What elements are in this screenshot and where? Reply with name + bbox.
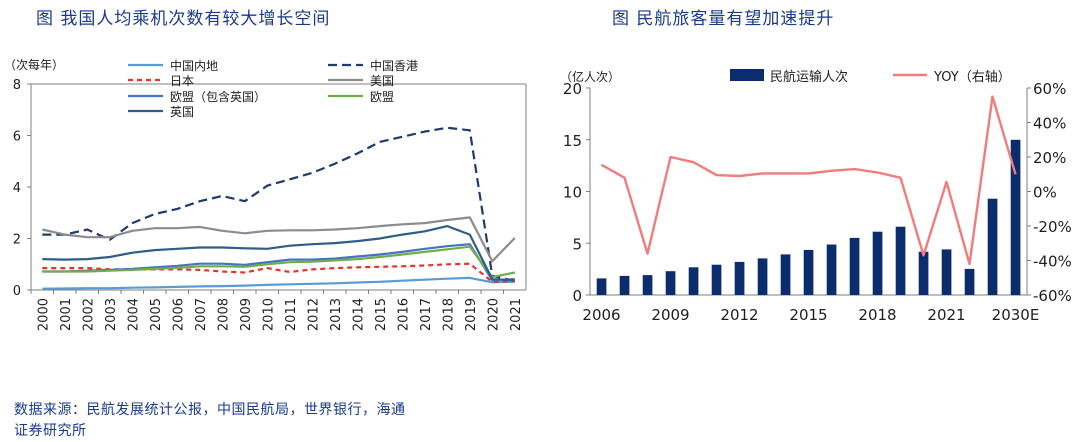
left-x-tick-label: 2008	[216, 298, 231, 331]
right-x-tick-label: 2012	[720, 306, 758, 324]
right-bar	[711, 264, 722, 295]
right-bar	[780, 254, 791, 295]
left-x-tick-label: 2013	[329, 298, 344, 331]
right-left-y-tick-label: 10	[563, 184, 582, 202]
left-x-tick-label: 2003	[104, 298, 119, 331]
right-bar	[964, 268, 975, 295]
source-line-2: 证券研究所	[14, 423, 87, 439]
left-x-tick-label: 2015	[374, 298, 389, 331]
left-legend-label: 欧盟（包含英国）	[170, 89, 266, 104]
right-legend-line-label: YOY（右轴）	[933, 70, 1011, 85]
left-series-line	[42, 216, 516, 263]
right-legend-bar-swatch	[730, 69, 764, 81]
left-x-tick-label: 2001	[59, 298, 74, 331]
right-right-y-tick-label: -40%	[1033, 253, 1072, 271]
right-bar	[987, 198, 998, 295]
left-legend-label: 中国香港	[370, 58, 418, 73]
left-legend-label: 欧盟	[370, 90, 394, 104]
left-x-tick-label: 2009	[239, 298, 254, 331]
left-y-tick-label: 6	[13, 130, 21, 145]
left-x-tick-label: 2005	[149, 298, 164, 331]
right-bar	[1010, 139, 1021, 296]
left-legend-label: 英国	[170, 105, 194, 119]
right-y-axis-label: （亿人次）	[560, 69, 620, 84]
left-x-tick-label: 2010	[261, 298, 276, 331]
left-x-tick-label: 2004	[126, 298, 141, 331]
left-legend-label: 美国	[370, 74, 394, 88]
right-bar	[665, 271, 676, 295]
right-combo-chart: 0 5 10 15 20 -60% -40% -20% 0% 20% 40% 60% （亿人次） 2006…	[560, 69, 1072, 324]
right-bar	[849, 237, 860, 295]
data-source-note: 数据来源：民航发展统计公报，中国民航局，世界银行，海通 证券研究所	[14, 400, 534, 442]
right-x-tick-label: 2006	[582, 306, 620, 324]
right-x-tick-label: 2015	[789, 306, 827, 324]
left-series-line	[42, 225, 515, 282]
right-bar	[895, 226, 906, 295]
right-bar	[918, 251, 929, 295]
left-x-tick-label: 2019	[464, 298, 479, 331]
left-y-tick-label: 2	[13, 233, 21, 248]
right-right-y-tick-label: 0%	[1033, 184, 1057, 202]
left-x-tick-label: 2012	[306, 298, 321, 331]
right-bar	[941, 249, 952, 295]
left-y-tick-label: 0	[13, 284, 21, 299]
right-bar	[596, 278, 607, 295]
right-bar	[734, 261, 745, 295]
right-left-y-tick-label: 20	[563, 80, 582, 98]
right-yoy-line	[600, 95, 1017, 266]
right-bar	[688, 267, 699, 295]
left-x-tick-label: 2014	[351, 298, 366, 331]
right-x-tick-label: 2021	[927, 306, 965, 324]
right-left-y-tick-label: 5	[572, 235, 582, 253]
left-series-line	[42, 245, 516, 279]
left-y-axis-label: （次每年）	[4, 57, 64, 72]
right-right-y-tick-label: 20%	[1033, 149, 1066, 167]
left-series-line	[42, 126, 516, 283]
left-x-tick-label: 2016	[396, 298, 411, 331]
right-legend-bar-label: 民航运输人次	[770, 69, 848, 85]
right-bar	[872, 231, 883, 295]
right-x-tick-label: 2009	[651, 306, 689, 324]
right-bar	[642, 275, 653, 295]
left-x-tick-label: 2011	[284, 298, 299, 331]
right-bar	[803, 249, 814, 295]
right-x-tick-label: 2018	[858, 306, 896, 324]
left-y-tick-label: 4	[13, 181, 21, 196]
right-x-tick-label: 2030E	[992, 306, 1040, 324]
left-series-line	[42, 262, 515, 283]
left-x-tick-label: 2007	[194, 298, 209, 331]
left-line-chart: 0 2 4 6 8 （次每年） 2000 2001 2002 2003 2004 2005 2006 20…	[4, 57, 527, 331]
right-bar	[619, 275, 630, 295]
right-right-y-tick-label: -60%	[1033, 287, 1072, 305]
left-x-tick-label: 2021	[509, 298, 524, 331]
right-right-y-tick-label: 40%	[1033, 115, 1066, 133]
right-right-y-tick-label: -20%	[1033, 218, 1072, 236]
left-x-tick-label: 2002	[81, 298, 96, 331]
left-x-tick-label: 2018	[441, 298, 456, 331]
right-chart-title: 图 民航旅客量有望加速提升	[612, 9, 835, 29]
left-series-line	[42, 276, 515, 290]
right-left-y-tick-label: 0	[572, 287, 582, 305]
left-legend-label: 日本	[170, 74, 194, 88]
source-line-1: 数据来源：民航发展统计公报，中国民航局，世界银行，海通	[14, 402, 406, 418]
right-bar	[757, 258, 768, 295]
right-right-y-tick-label: 60%	[1033, 80, 1066, 98]
left-x-tick-label: 2017	[419, 298, 434, 331]
left-chart-title: 图 我国人均乘机次数有较大增长空间	[36, 9, 331, 29]
left-x-tick-label: 2006	[171, 298, 186, 331]
left-x-tick-label: 2000	[36, 298, 51, 331]
left-legend-label: 中国内地	[170, 58, 218, 73]
left-x-tick-label: 2020	[486, 298, 501, 331]
right-bar	[826, 244, 837, 295]
left-y-tick-label: 8	[13, 78, 21, 93]
right-left-y-tick-label: 15	[563, 132, 582, 150]
